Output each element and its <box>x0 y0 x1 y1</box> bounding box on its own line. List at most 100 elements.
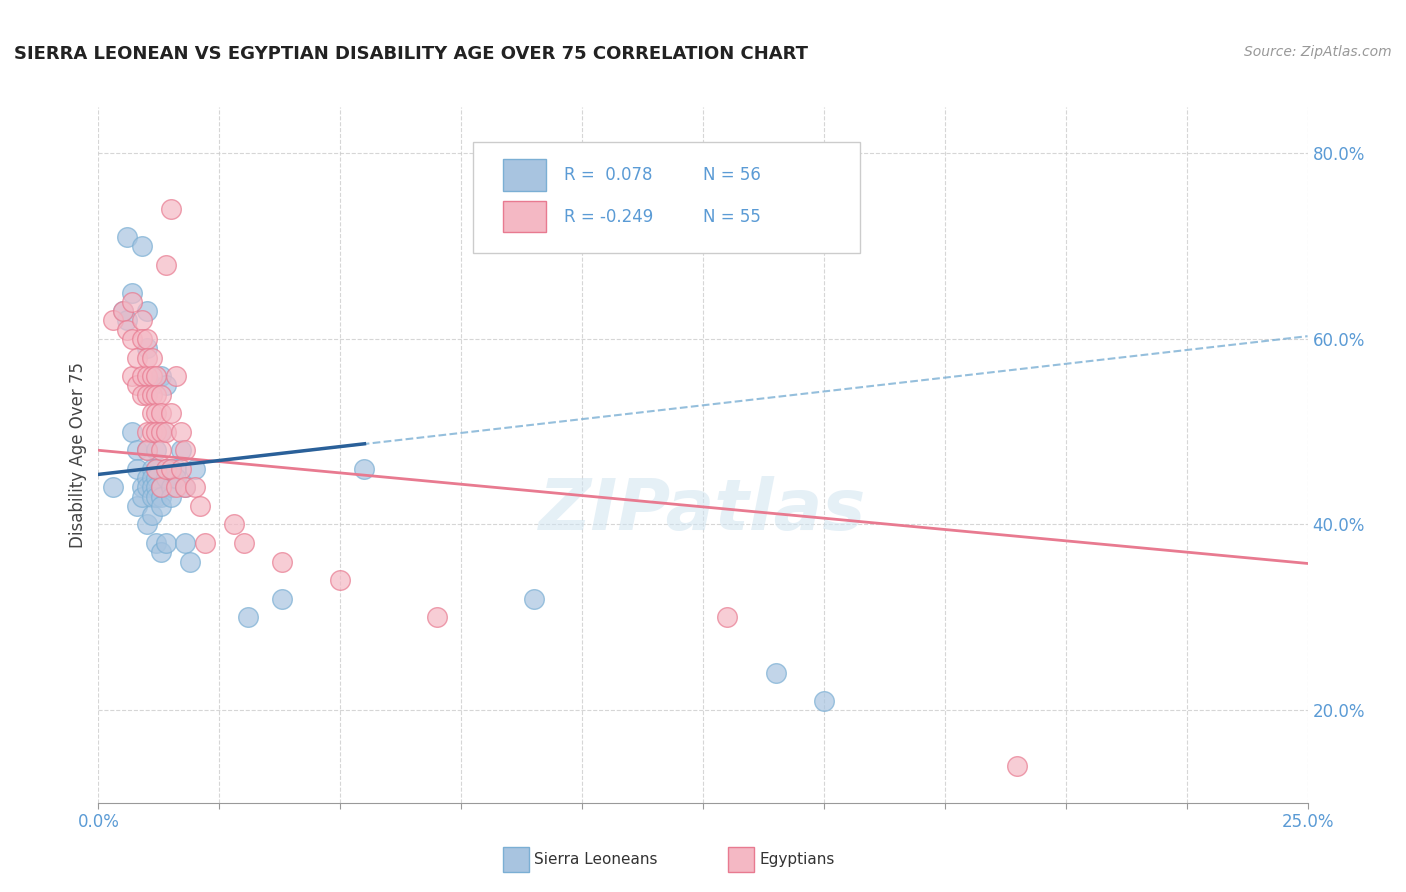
Point <box>127 462 149 476</box>
Point <box>174 443 197 458</box>
Point <box>131 490 153 504</box>
Point <box>160 490 183 504</box>
Point <box>121 294 143 309</box>
Point <box>232 536 254 550</box>
Point <box>165 369 187 384</box>
FancyBboxPatch shape <box>503 201 546 232</box>
Point <box>169 425 191 439</box>
Point <box>184 462 207 476</box>
Point <box>165 462 187 476</box>
Point <box>813 694 835 708</box>
Point <box>169 462 191 476</box>
Point <box>165 480 187 494</box>
Text: ZIPatlas: ZIPatlas <box>540 476 866 545</box>
Point <box>174 536 197 550</box>
Point <box>141 471 163 485</box>
Point <box>117 323 139 337</box>
Point <box>111 304 134 318</box>
Text: R =  0.078: R = 0.078 <box>564 166 652 184</box>
Point <box>135 517 157 532</box>
Point <box>141 480 163 494</box>
Point <box>150 425 173 439</box>
Point <box>135 443 157 458</box>
Point <box>150 545 173 559</box>
Point <box>145 406 167 420</box>
Point <box>150 443 173 458</box>
Point <box>101 480 124 494</box>
Point <box>765 665 787 680</box>
Point <box>141 508 163 523</box>
Point <box>165 471 187 485</box>
Point <box>131 239 153 253</box>
Point <box>188 499 211 513</box>
Point <box>155 536 177 550</box>
FancyBboxPatch shape <box>474 142 860 253</box>
Point <box>135 341 157 355</box>
Point <box>135 425 157 439</box>
Point <box>145 471 167 485</box>
Point <box>135 387 157 401</box>
Point <box>271 591 294 606</box>
Text: N = 56: N = 56 <box>703 166 761 184</box>
Text: N = 55: N = 55 <box>703 208 761 226</box>
Point <box>145 536 167 550</box>
Point <box>716 610 738 624</box>
Point <box>145 490 167 504</box>
Point <box>127 378 149 392</box>
Point <box>135 351 157 365</box>
Point <box>141 378 163 392</box>
Point <box>150 480 173 494</box>
Point <box>135 369 157 384</box>
Point <box>141 406 163 420</box>
Point <box>135 480 157 494</box>
Point <box>150 369 173 384</box>
Point <box>329 573 352 587</box>
Point <box>117 313 139 327</box>
Point <box>121 369 143 384</box>
Point <box>155 471 177 485</box>
Point <box>135 471 157 485</box>
Text: Sierra Leoneans: Sierra Leoneans <box>534 853 658 867</box>
Point <box>111 304 134 318</box>
Point <box>117 230 139 244</box>
Point <box>155 462 177 476</box>
Point <box>160 480 183 494</box>
Point <box>141 462 163 476</box>
Point <box>145 369 167 384</box>
Text: SIERRA LEONEAN VS EGYPTIAN DISABILITY AGE OVER 75 CORRELATION CHART: SIERRA LEONEAN VS EGYPTIAN DISABILITY AG… <box>14 45 808 62</box>
Point <box>150 480 173 494</box>
Point <box>121 285 143 300</box>
Point <box>127 351 149 365</box>
Point <box>135 332 157 346</box>
Text: Egyptians: Egyptians <box>759 853 835 867</box>
Point <box>141 387 163 401</box>
Point <box>238 610 260 624</box>
Point <box>131 332 153 346</box>
Point <box>145 443 167 458</box>
Point <box>150 406 173 420</box>
Point <box>184 480 207 494</box>
Point <box>353 462 375 476</box>
Point <box>169 443 191 458</box>
Point <box>150 490 173 504</box>
Text: Source: ZipAtlas.com: Source: ZipAtlas.com <box>1244 45 1392 59</box>
Point <box>174 480 197 494</box>
Point <box>141 351 163 365</box>
Point <box>135 443 157 458</box>
Point <box>145 480 167 494</box>
Point <box>222 517 245 532</box>
Point <box>426 610 449 624</box>
Point <box>145 387 167 401</box>
Point <box>271 555 294 569</box>
Point <box>160 462 183 476</box>
Text: R = -0.249: R = -0.249 <box>564 208 654 226</box>
Point <box>121 332 143 346</box>
Point <box>155 378 177 392</box>
Y-axis label: Disability Age Over 75: Disability Age Over 75 <box>69 362 87 548</box>
FancyBboxPatch shape <box>503 159 546 191</box>
Point <box>160 406 183 420</box>
Point <box>523 591 546 606</box>
Point <box>141 369 163 384</box>
Point <box>160 462 183 476</box>
Point <box>194 536 217 550</box>
